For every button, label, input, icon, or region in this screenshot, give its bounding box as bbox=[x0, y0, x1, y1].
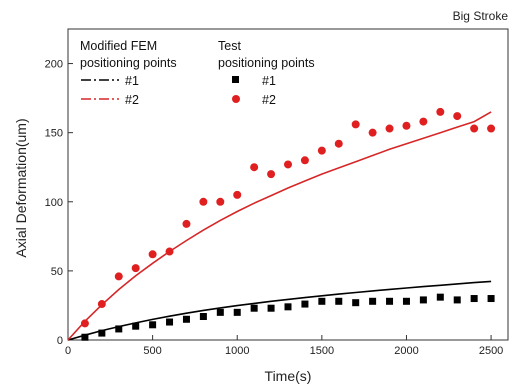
test-point-1 bbox=[301, 300, 309, 308]
test-point-1 bbox=[115, 325, 123, 333]
x-tick-label: 2000 bbox=[394, 345, 418, 357]
x-axis-title: Time(s) bbox=[265, 368, 312, 384]
fem-series-line-2 bbox=[67, 111, 492, 341]
test-point-1 bbox=[284, 303, 292, 311]
series-layer bbox=[67, 107, 496, 341]
legend-label-test-1: #1 bbox=[262, 74, 276, 88]
test-point-2 bbox=[436, 107, 445, 116]
legend-group-subtitle-fem: positioning points bbox=[80, 56, 177, 70]
test-point-2 bbox=[402, 121, 411, 130]
test-point-2 bbox=[334, 139, 343, 148]
test-point-1 bbox=[233, 308, 241, 316]
test-point-2 bbox=[148, 250, 157, 259]
test-point-1 bbox=[149, 321, 157, 329]
x-tick-label: 1500 bbox=[310, 345, 334, 357]
test-point-1 bbox=[250, 304, 258, 312]
test-point-2 bbox=[284, 160, 292, 169]
test-point-2 bbox=[199, 197, 208, 206]
y-tick-label: 50 bbox=[51, 266, 63, 278]
test-point-2 bbox=[165, 247, 174, 256]
test-point-2 bbox=[233, 190, 242, 199]
legend-group-title-test: Test bbox=[218, 39, 241, 53]
test-point-2 bbox=[182, 219, 191, 228]
test-point-1 bbox=[453, 296, 461, 304]
test-point-2 bbox=[368, 128, 377, 137]
x-tick-label: 2500 bbox=[479, 345, 503, 357]
legend-marker-test-2 bbox=[232, 95, 240, 103]
legend-label-fem-2: #2 bbox=[125, 93, 139, 107]
test-point-2 bbox=[385, 124, 394, 133]
test-point-2 bbox=[97, 300, 106, 309]
legend-group-subtitle-test: positioning points bbox=[218, 56, 315, 70]
test-point-1 bbox=[132, 322, 140, 330]
test-point-1 bbox=[318, 297, 326, 305]
x-tick-label: 0 bbox=[65, 345, 71, 357]
test-point-2 bbox=[487, 124, 496, 133]
test-point-2 bbox=[114, 272, 123, 281]
test-point-1 bbox=[487, 295, 495, 303]
test-point-1 bbox=[81, 333, 89, 341]
x-tick-label: 500 bbox=[143, 345, 161, 357]
test-point-2 bbox=[453, 112, 462, 121]
test-point-1 bbox=[267, 304, 275, 312]
test-point-1 bbox=[369, 297, 377, 305]
test-point-1 bbox=[436, 293, 444, 301]
legend-label-test-2: #2 bbox=[262, 93, 276, 107]
test-point-1 bbox=[470, 295, 478, 303]
y-tick-label: 100 bbox=[45, 197, 63, 209]
test-point-2 bbox=[250, 163, 259, 172]
test-point-1 bbox=[182, 315, 190, 323]
test-point-2 bbox=[80, 319, 89, 328]
test-point-1 bbox=[216, 308, 224, 316]
test-point-1 bbox=[199, 313, 207, 321]
test-point-1 bbox=[166, 318, 174, 326]
y-axis-title: Axial Deformation(um) bbox=[13, 118, 29, 257]
axis-ticks: 0 500 1000 1500 2000 2500 0 50 100 150 200 bbox=[45, 59, 504, 357]
test-point-1 bbox=[98, 329, 106, 337]
test-point-1 bbox=[386, 297, 394, 305]
test-point-2 bbox=[267, 170, 276, 179]
y-tick-label: 0 bbox=[57, 335, 63, 347]
test-point-2 bbox=[216, 197, 225, 206]
test-point-1 bbox=[352, 299, 360, 307]
legend-marker-test-1 bbox=[232, 76, 239, 83]
legend-label-fem-1: #1 bbox=[125, 74, 139, 88]
test-point-1 bbox=[419, 296, 427, 304]
test-point-2 bbox=[419, 117, 428, 126]
test-point-1 bbox=[335, 297, 343, 305]
legend-group-title-fem: Modified FEM bbox=[80, 39, 157, 53]
test-point-2 bbox=[300, 156, 309, 165]
test-point-2 bbox=[351, 120, 360, 129]
x-tick-label: 1000 bbox=[225, 345, 249, 357]
y-tick-label: 150 bbox=[45, 128, 63, 140]
chart-title: Big Stroke bbox=[453, 9, 509, 23]
test-point-2 bbox=[470, 124, 479, 133]
legend: Modified FEM positioning points #1 #2 Te… bbox=[80, 39, 315, 107]
test-point-2 bbox=[317, 146, 326, 155]
test-point-2 bbox=[131, 264, 140, 273]
y-tick-label: 200 bbox=[45, 59, 63, 71]
plot-frame bbox=[67, 28, 509, 341]
test-point-1 bbox=[402, 297, 410, 305]
fem-series-line-1 bbox=[67, 280, 492, 341]
